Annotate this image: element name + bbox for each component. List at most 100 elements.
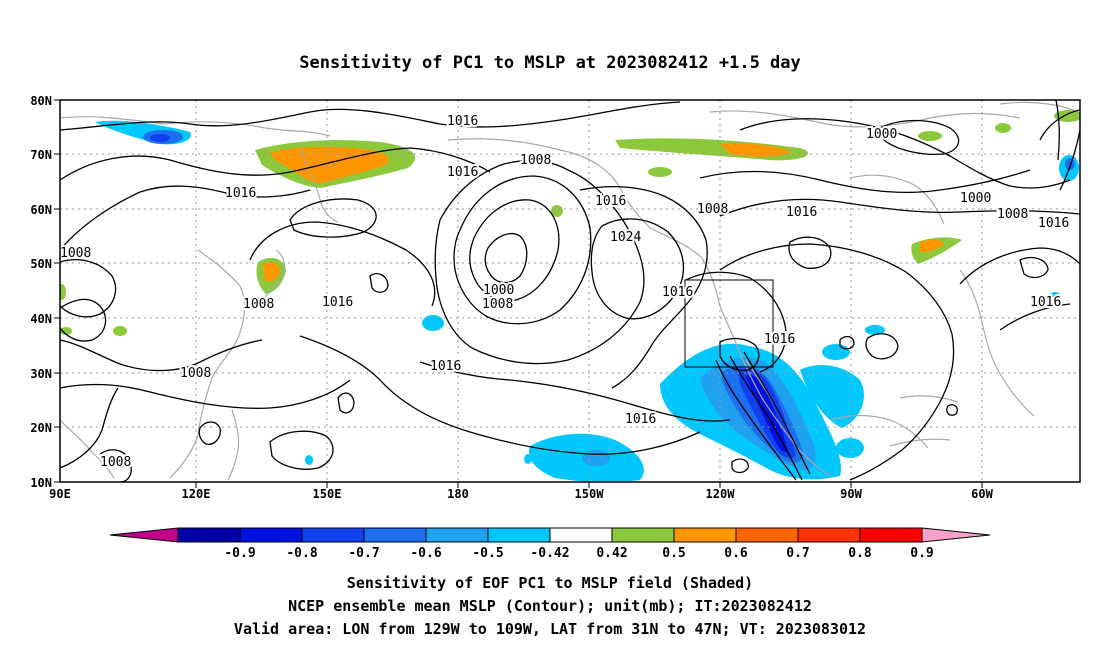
colorbar-extend-high	[921, 527, 991, 543]
colorbar-tick-label: -0.9	[224, 546, 255, 561]
contour-label: 1008	[697, 202, 728, 217]
colorbar-swatch	[549, 527, 613, 543]
colorbar-tick-label: 0.42	[596, 546, 627, 561]
shade-positive-japan-core	[263, 261, 280, 282]
lat-lon-grid	[60, 100, 1080, 482]
contour-labels: 1016 1016 1016 1016 1016 1016 1016 1016 …	[58, 112, 1071, 472]
coast-west-na	[701, 257, 831, 477]
lon-label: 150W	[575, 487, 605, 501]
shade-negative-gulf	[800, 365, 864, 428]
colorbar-swatch	[425, 527, 489, 543]
coast-gulf	[829, 414, 929, 449]
colorbar-swatch	[611, 527, 675, 543]
contour-label: 1016	[447, 114, 478, 129]
contour-line	[369, 272, 389, 293]
contour-label: 1008	[482, 297, 513, 312]
contour-label: 1008	[180, 366, 211, 381]
shade-negative-caribbean	[836, 438, 864, 458]
shade-negative-small-1	[422, 315, 444, 331]
contour-line	[999, 303, 1071, 331]
coastlines	[60, 101, 1079, 481]
colorbar-swatch	[797, 527, 861, 543]
contour-line	[719, 337, 760, 372]
contour-line	[719, 198, 1080, 217]
contour-line	[729, 355, 803, 481]
colorbar-tick-label: 0.6	[724, 546, 748, 561]
contour-label: 1000	[960, 191, 991, 206]
colorbar-tick-label: -0.8	[286, 546, 317, 561]
caption-line-1: Sensitivity of EOF PC1 to MSLP field (Sh…	[347, 574, 753, 592]
coast-philippines	[227, 409, 240, 481]
contour-label: 1008	[100, 455, 131, 470]
shade-negative-gulf-2	[822, 344, 850, 360]
colorbar-swatch	[301, 527, 365, 543]
coast-alaska	[447, 138, 703, 259]
shade-positive-small-4	[1054, 110, 1080, 122]
contour-line	[60, 387, 119, 469]
figure-title: Sensitivity of PC1 to MSLP at 2023082412…	[299, 53, 801, 73]
caption-line-2: NCEP ensemble mean MSLP (Contour); unit(…	[288, 597, 812, 615]
contour-label: 1008	[997, 207, 1028, 222]
coast-india	[60, 419, 115, 479]
shade-negative-small-3	[524, 454, 532, 464]
contour-line	[865, 333, 899, 360]
mslp-contours	[60, 100, 1080, 482]
coast-caribbean	[889, 438, 951, 447]
shade-negative-central-pacific-core	[582, 450, 610, 466]
contour-label: 1016	[786, 205, 817, 220]
lat-label: 60N	[30, 203, 52, 217]
colorbar-tick-label: -0.5	[472, 546, 503, 561]
shade-negative-small-2	[305, 455, 313, 465]
contour-line	[60, 339, 263, 372]
contour-line	[60, 101, 681, 131]
shade-positive-small-3	[918, 131, 942, 141]
contour-line	[1039, 109, 1080, 141]
contour-line	[60, 379, 351, 409]
contour-line	[419, 361, 731, 422]
colorbar-tick-label: 0.7	[786, 546, 809, 561]
contour-label: 1000	[866, 127, 897, 142]
latitude-labels: 80N 70N 60N 50N 40N 30N 20N 10N	[30, 94, 52, 490]
contour-line	[289, 198, 377, 238]
colorbar-tick-label: -0.7	[348, 546, 379, 561]
contour-label: 1016	[1038, 216, 1069, 231]
contour-line	[453, 175, 592, 325]
contour-line	[719, 243, 955, 481]
lon-label: 90E	[49, 487, 71, 501]
contour-label: 1008	[243, 297, 274, 312]
contour-label: 1016	[1030, 295, 1061, 310]
contour-line	[731, 458, 749, 474]
contour-line	[434, 160, 645, 365]
lat-label: 80N	[30, 94, 52, 108]
colorbar-tick-label: 0.5	[662, 546, 685, 561]
shade-positive-arctic-core	[720, 143, 792, 157]
shade-negative-gulf-3	[865, 325, 885, 335]
lon-label: 60W	[971, 487, 993, 501]
coast-cuba	[899, 395, 959, 403]
contour-line	[1059, 129, 1080, 191]
contour-line	[739, 118, 1071, 189]
contour-line	[469, 199, 560, 302]
colorbar-swatch	[487, 527, 551, 543]
shade-positive-small-2	[551, 205, 563, 217]
contour-line	[579, 185, 708, 389]
map-frame	[59, 99, 1081, 483]
lon-label: 120W	[706, 487, 736, 501]
contour-label: 1016	[595, 194, 626, 209]
shade-negative-siberia-deep	[150, 134, 170, 142]
coast-hudson	[849, 174, 945, 225]
contour-line	[1019, 256, 1049, 279]
lat-label: 30N	[30, 367, 52, 381]
shade-positive-atlantic-core	[920, 239, 944, 253]
colorbar-tick-label: 0.8	[848, 546, 872, 561]
contour-label: 1024	[610, 230, 641, 245]
colorbar-swatch	[859, 527, 923, 543]
shade-negative-small-5	[1050, 292, 1060, 298]
contour-line	[60, 298, 107, 342]
contour-line	[959, 247, 1080, 285]
lat-label: 20N	[30, 421, 52, 435]
contour-line	[337, 392, 355, 414]
lat-label: 10N	[30, 476, 52, 490]
contour-line	[1055, 100, 1060, 161]
lon-label: 90W	[840, 487, 862, 501]
